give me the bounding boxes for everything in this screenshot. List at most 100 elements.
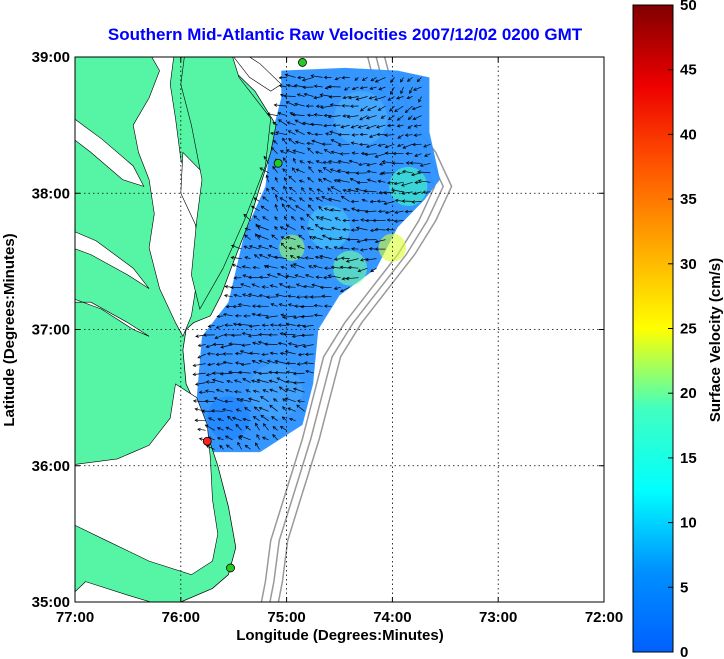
arrow-shaft	[278, 342, 287, 345]
y-tick-label: 39:00	[32, 49, 70, 66]
arrow-head	[253, 215, 257, 219]
velocity-patch-3	[378, 233, 407, 262]
velocity-arrow	[268, 379, 278, 383]
arrow-shaft	[292, 167, 296, 173]
velocity-arrow	[384, 143, 395, 149]
velocity-arrow	[315, 245, 323, 250]
velocity-arrow	[294, 344, 305, 348]
velocity-arrow	[327, 115, 341, 119]
velocity-arrow	[387, 115, 395, 120]
y-axis-label: Latitude (Degrees:Minutes)	[1, 233, 18, 426]
arrow-shaft	[280, 266, 287, 269]
arrow-head	[302, 324, 307, 329]
velocity-arrow	[299, 217, 305, 221]
arrow-head	[240, 362, 245, 367]
velocity-arrow	[272, 165, 278, 174]
arrow-head	[262, 216, 266, 220]
arrow-shaft	[397, 172, 404, 175]
arrow-head	[300, 225, 305, 229]
arrow-shaft	[420, 162, 431, 167]
velocity-arrow	[306, 141, 314, 146]
arrow-head	[360, 151, 365, 156]
arrow-head	[349, 178, 354, 182]
arrow-shaft	[267, 113, 278, 116]
arrow-head	[286, 83, 291, 88]
arrow-head	[215, 388, 220, 393]
arrow-shaft	[347, 115, 359, 118]
velocity-arrow	[404, 133, 413, 137]
arrow-head	[282, 315, 286, 319]
arrow-shaft	[352, 152, 359, 155]
arrow-head	[312, 235, 316, 240]
arrow-shaft	[269, 404, 278, 412]
arrow-shaft	[275, 294, 287, 298]
velocity-arrow	[354, 187, 368, 193]
arrow-shaft	[349, 160, 359, 164]
arrow-head	[224, 435, 229, 439]
arrow-head	[271, 187, 275, 191]
velocity-arrow	[407, 115, 413, 121]
velocity-arrow	[378, 86, 386, 91]
velocity-arrow	[342, 207, 350, 212]
arrow-shaft	[413, 86, 422, 91]
arrow-head	[315, 104, 320, 109]
arrow-head	[262, 389, 267, 393]
arrow-shaft	[231, 245, 242, 250]
arrow-head	[355, 171, 360, 175]
arrow-head	[274, 226, 278, 230]
arrow-head	[406, 95, 411, 100]
arrow-head	[340, 125, 345, 129]
velocity-arrow	[262, 196, 269, 202]
arrow-shaft	[225, 426, 233, 431]
velocity-arrow	[275, 293, 287, 298]
velocity-arrow	[314, 132, 323, 137]
arrow-shaft	[224, 294, 233, 298]
arrow-shaft	[400, 86, 404, 94]
velocity-arrow	[288, 417, 296, 422]
velocity-arrow	[386, 218, 395, 222]
arrow-shaft	[272, 434, 278, 441]
velocity-arrow	[377, 143, 386, 147]
arrow-head	[277, 119, 282, 123]
velocity-arrow	[222, 352, 233, 356]
arrow-head	[332, 123, 336, 128]
velocity-arrow	[346, 115, 359, 119]
colorbar-tick-label: 40	[680, 126, 697, 143]
arrow-head	[374, 97, 378, 101]
velocity-arrow	[288, 138, 296, 145]
arrow-shaft	[385, 210, 395, 214]
velocity-arrow	[215, 352, 224, 357]
arrow-shaft	[226, 305, 233, 308]
arrow-shaft	[323, 161, 332, 164]
velocity-arrow	[401, 199, 413, 203]
arrow-head	[319, 285, 324, 290]
colorbar-tick-label: 0	[680, 644, 688, 659]
velocity-arrow	[307, 147, 314, 154]
velocity-arrow	[311, 139, 323, 145]
arrow-head	[211, 371, 216, 375]
arrow-shaft	[307, 132, 314, 136]
arrow-shaft	[401, 191, 413, 194]
arrow-head	[318, 169, 322, 173]
arrow-head	[239, 350, 244, 354]
arrow-head	[318, 178, 322, 182]
arrow-head	[340, 289, 344, 293]
arrow-shaft	[340, 247, 350, 250]
arrow-shaft	[351, 124, 359, 128]
velocity-arrow	[247, 334, 260, 338]
velocity-arrow	[322, 177, 332, 183]
arrow-shaft	[366, 115, 377, 119]
velocity-arrow	[341, 76, 350, 80]
arrow-head	[307, 177, 311, 181]
arrow-shaft	[251, 205, 260, 212]
velocity-arrow	[282, 398, 287, 402]
arrow-head	[400, 78, 404, 83]
arrow-head	[409, 90, 413, 94]
arrow-shaft	[296, 296, 305, 298]
arrow-head	[305, 274, 309, 278]
station-marker	[298, 58, 307, 67]
arrow-head	[243, 245, 248, 249]
arrow-shaft	[253, 215, 260, 221]
velocity-arrow	[207, 324, 215, 328]
velocity-arrow	[284, 73, 296, 78]
